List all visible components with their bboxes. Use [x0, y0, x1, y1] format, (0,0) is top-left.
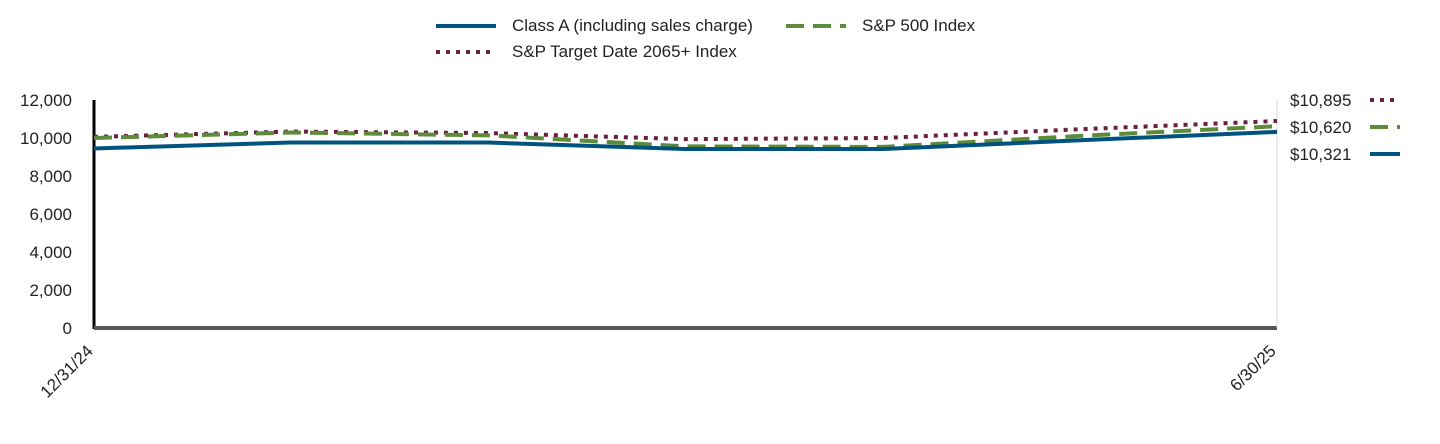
legend: Class A (including sales charge) S&P 500…: [436, 14, 1036, 66]
y-tick-label: 4,000: [29, 243, 72, 262]
x-tick-label: 6/30/25: [1226, 341, 1280, 395]
end-value-label: $10,620: [1290, 118, 1351, 137]
legend-label-class-a: Class A (including sales charge): [512, 16, 753, 35]
legend-item-class-a: Class A (including sales charge): [436, 14, 753, 38]
legend-swatch-class-a: [436, 24, 496, 28]
legend-swatch-sp500: [786, 24, 846, 28]
end-value-label: $10,895: [1290, 91, 1351, 110]
y-tick-label: 6,000: [29, 205, 72, 224]
series-line-1: [93, 124, 1278, 149]
legend-label-sp500: S&P 500 Index: [862, 16, 976, 35]
series-line-0: [93, 129, 1278, 152]
y-tick-label: 10,000: [20, 129, 72, 148]
y-tick-label: 0: [63, 319, 72, 338]
y-tick-label: 8,000: [29, 167, 72, 186]
legend-item-sp500: S&P 500 Index: [786, 14, 975, 38]
y-tick-label: 12,000: [20, 91, 72, 110]
series-line-2: [93, 118, 1278, 142]
legend-item-target-date: S&P Target Date 2065+ Index: [436, 40, 737, 64]
legend-swatch-target-date: [436, 50, 496, 54]
y-tick-label: 2,000: [29, 281, 72, 300]
legend-label-target-date: S&P Target Date 2065+ Index: [512, 42, 737, 61]
end-value-label: $10,321: [1290, 145, 1351, 164]
x-tick-label: 12/31/24: [37, 341, 97, 401]
